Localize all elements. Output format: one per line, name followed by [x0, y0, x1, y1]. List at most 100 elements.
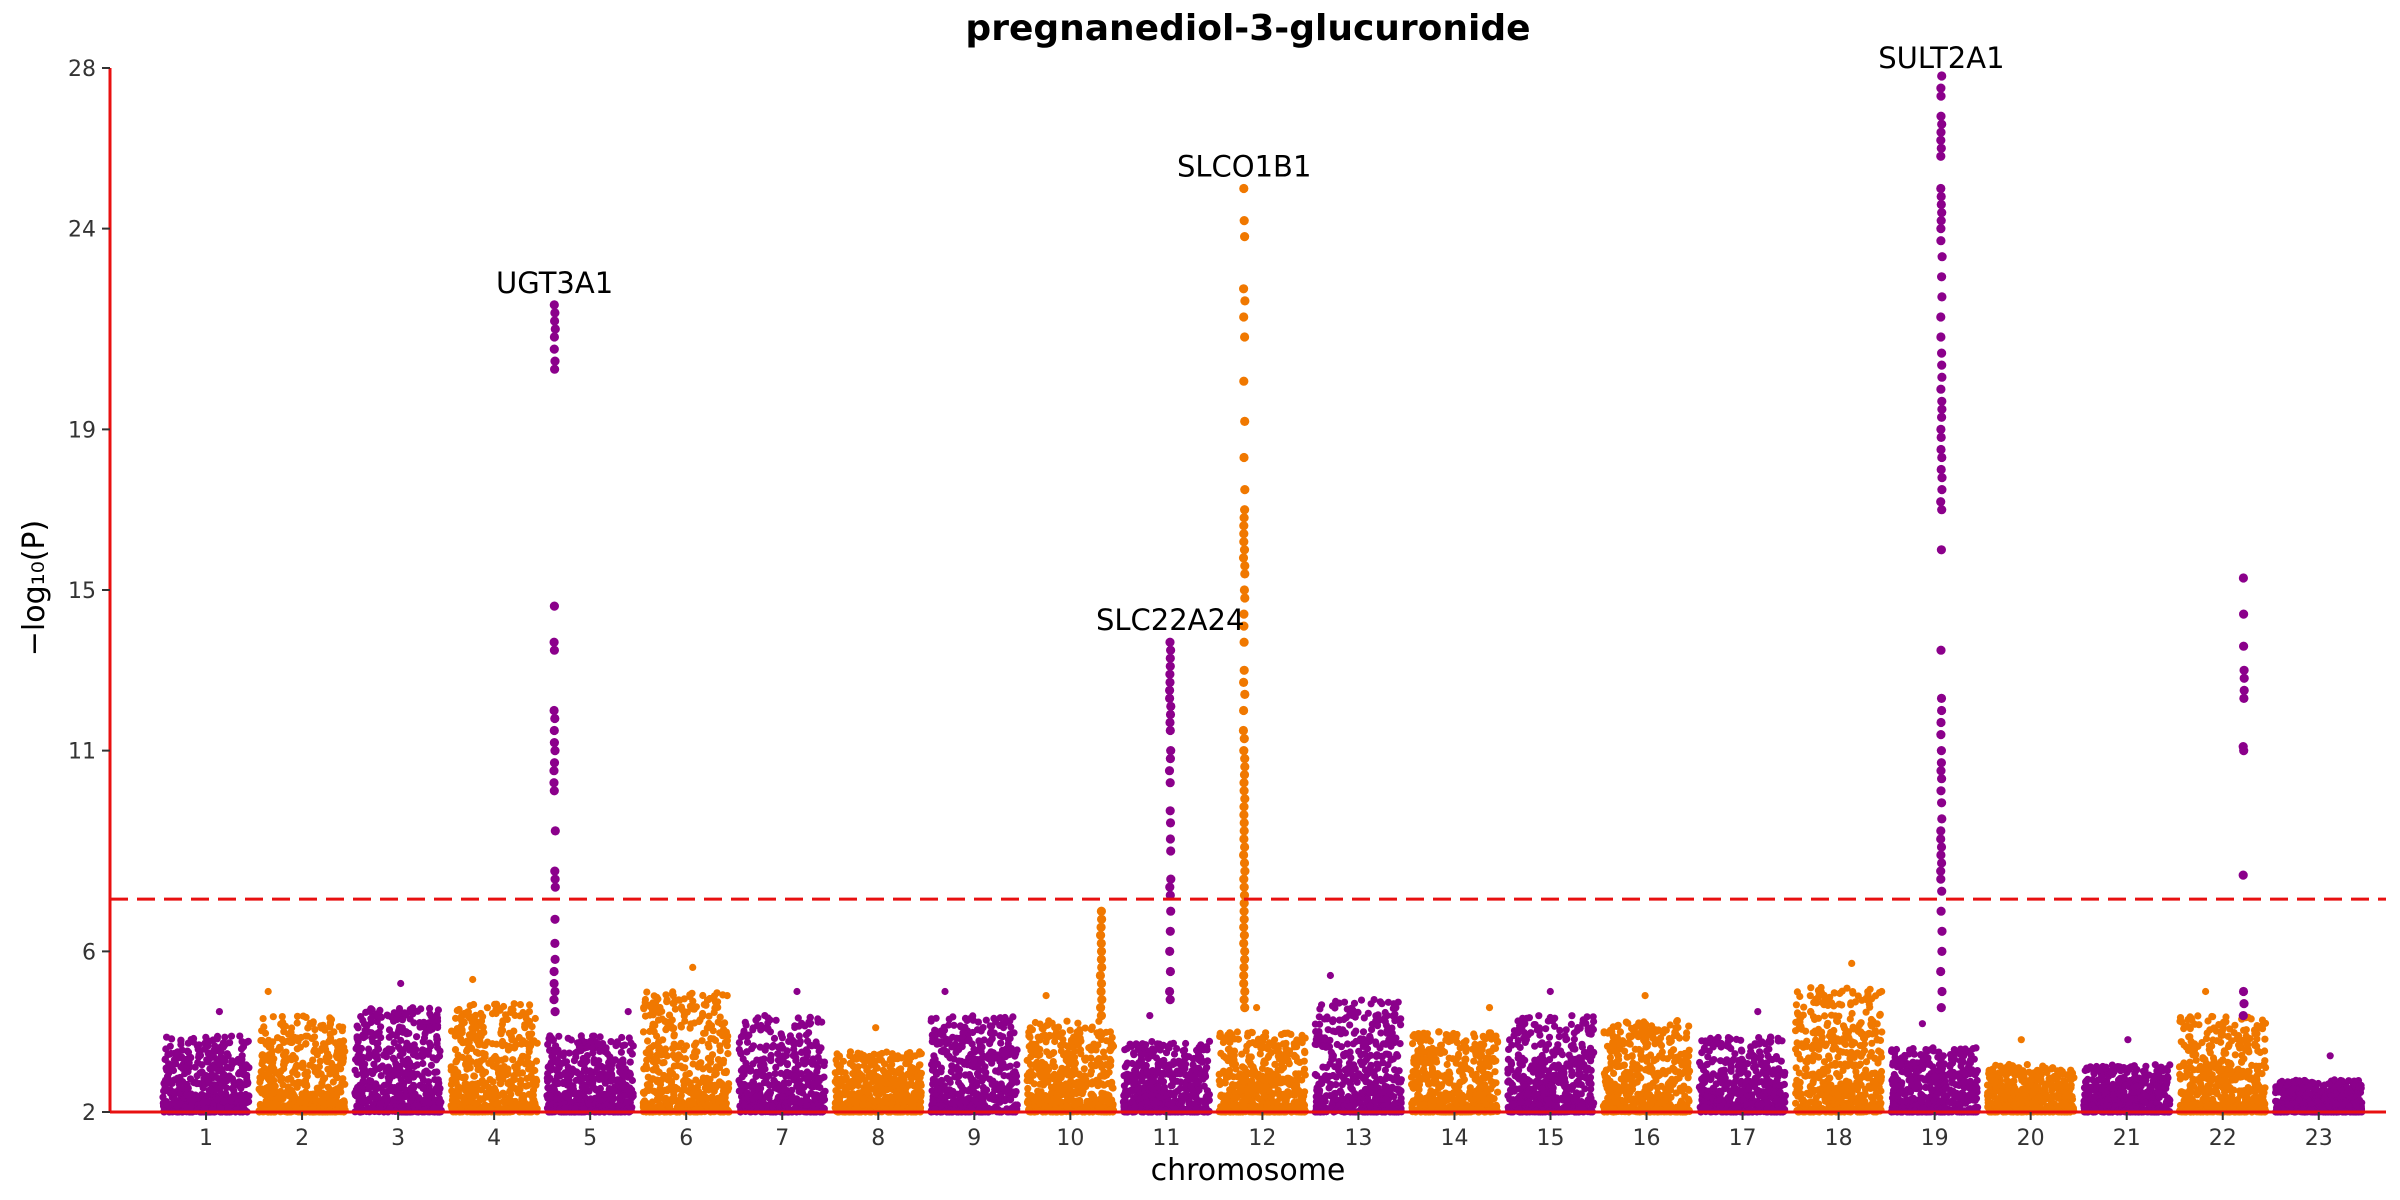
- chromosome-2-point: [310, 1047, 318, 1055]
- chromosome-9-point: [969, 1028, 977, 1037]
- chromosome-4-point: [489, 1078, 497, 1086]
- chromosome-6-point: [657, 1051, 665, 1059]
- chromosome-3-point: [372, 1051, 380, 1059]
- chromosome-4-point: [521, 1021, 529, 1029]
- chromosome-3-point: [421, 1030, 429, 1038]
- chromosome-9-point: [945, 1037, 953, 1045]
- chromosome-7-point: [806, 1013, 814, 1022]
- chromosome-6-points: [639, 963, 733, 1116]
- chromosome-5-point: [575, 1094, 583, 1102]
- chromosome-1-point: [175, 1081, 183, 1089]
- chromosome-7-point: [795, 1077, 804, 1085]
- chromosome-7-point: [740, 1101, 749, 1109]
- chromosome-8-point: [905, 1056, 913, 1064]
- chromosome-3-point: [356, 1057, 365, 1065]
- chromosome-3-point: [426, 1004, 434, 1013]
- chromosome-6-point: [691, 1048, 699, 1057]
- chromosome-8-point: [883, 1086, 891, 1094]
- chromosome-5-point: [603, 1090, 612, 1098]
- chromosome-2-point: [279, 1023, 287, 1031]
- chromosome-9-point: [986, 1029, 995, 1037]
- chromosome-4-point: [500, 1002, 508, 1011]
- chromosome-5-point: [608, 1096, 617, 1104]
- chromosome-3-point: [435, 1098, 444, 1106]
- chromosome-5-point: [620, 1092, 628, 1100]
- chromosome-4-point: [516, 1012, 524, 1020]
- chromosome-7-points: [735, 987, 829, 1116]
- chromosome-5-point: [628, 1076, 637, 1085]
- chromosome-2-point: [279, 1060, 288, 1069]
- chromosome-7-point: [794, 1061, 803, 1069]
- chromosome-5-point: [586, 1067, 594, 1075]
- chromosome-4-point: [447, 1080, 455, 1088]
- chromosome-3-point: [399, 1057, 407, 1065]
- chromosome-1-point: [227, 1032, 236, 1040]
- chromosome-6-point: [701, 1029, 709, 1037]
- chromosome-4-point: [463, 1047, 471, 1055]
- chromosome-1-point: [198, 1068, 206, 1076]
- chromosome-1-point: [237, 1045, 246, 1053]
- chromosome-4-point: [454, 1051, 462, 1059]
- chromosome-6-point: [712, 1065, 720, 1074]
- chromosome-5-point: [545, 1101, 553, 1109]
- chromosome-2-point: [265, 1069, 273, 1077]
- chromosome-3-point: [389, 1054, 397, 1062]
- chromosome-5-point: [621, 1072, 629, 1080]
- chromosome-7-point: [762, 1079, 771, 1087]
- chromosome-1-point: [184, 1048, 193, 1056]
- chromosome-4-point: [532, 1057, 541, 1065]
- chromosome-5-point: [582, 1074, 590, 1082]
- chromosome-9-point: [973, 1081, 981, 1089]
- chromosome-3-point: [367, 1015, 375, 1023]
- chromosome-3-point: [391, 1069, 399, 1077]
- chromosome-6-point: [662, 991, 670, 999]
- chromosome-7-point: [742, 1021, 750, 1029]
- chromosome-8-point: [834, 1098, 842, 1106]
- chromosome-6-point: [655, 1096, 663, 1104]
- chromosome-6-point: [680, 1085, 689, 1093]
- chromosome-5-point: [559, 1079, 567, 1088]
- chromosome-2-point: [265, 1051, 273, 1059]
- chromosome-3-point: [406, 1096, 415, 1105]
- chromosome-6-point: [688, 989, 696, 997]
- chromosome-10-point: [1042, 992, 1050, 1000]
- chromosome-5-point: [544, 1040, 552, 1048]
- chromosome-2-point: [303, 1072, 311, 1080]
- chromosome-9-point: [930, 1052, 938, 1060]
- chromosome-1-point: [168, 1035, 176, 1043]
- chromosome-8-point: [854, 1063, 862, 1071]
- chromosome-5-point: [544, 1084, 552, 1092]
- chromosome-7-point: [784, 1079, 793, 1087]
- chromosome-7-point: [778, 1034, 787, 1042]
- chromosome-5-point: [544, 1063, 552, 1071]
- chromosome-1-point: [213, 1035, 221, 1043]
- chromosome-4-point: [529, 1086, 538, 1094]
- chromosome-5-point: [595, 1090, 603, 1098]
- chromosome-2-point: [315, 1063, 323, 1071]
- chromosome-3-point: [354, 1083, 362, 1091]
- chromosome-4-point: [475, 1060, 483, 1068]
- chromosome-7-point: [792, 1054, 800, 1062]
- chromosome-9-point: [996, 1014, 1004, 1022]
- chromosome-4-point: [524, 1058, 532, 1066]
- chromosome-8-point: [872, 1088, 881, 1096]
- chromosome-7-point: [791, 1104, 799, 1112]
- chromosome-5-point: [627, 1039, 635, 1047]
- chromosome-9-point: [945, 1015, 953, 1023]
- chromosome-4-point: [460, 1018, 468, 1026]
- chromosome-4-point: [483, 1004, 491, 1012]
- chromosome-8-point: [916, 1048, 924, 1056]
- chromosome-3-point: [359, 1098, 367, 1106]
- chromosome-6-point: [681, 1075, 689, 1083]
- chromosome-2-point: [312, 1095, 320, 1103]
- chromosome-8-point: [846, 1060, 855, 1068]
- chromosome-8-point: [895, 1092, 903, 1100]
- chromosome-1-point: [221, 1033, 229, 1041]
- chromosome-2-point: [293, 1045, 301, 1053]
- chromosome-6-point: [669, 1044, 677, 1052]
- chromosome-3-point: [367, 1029, 375, 1037]
- chromosome-3-point: [376, 1100, 385, 1108]
- chromosome-5-point: [551, 1048, 559, 1056]
- chromosome-9-point: [955, 1078, 963, 1087]
- chromosome-7-point: [766, 1088, 775, 1097]
